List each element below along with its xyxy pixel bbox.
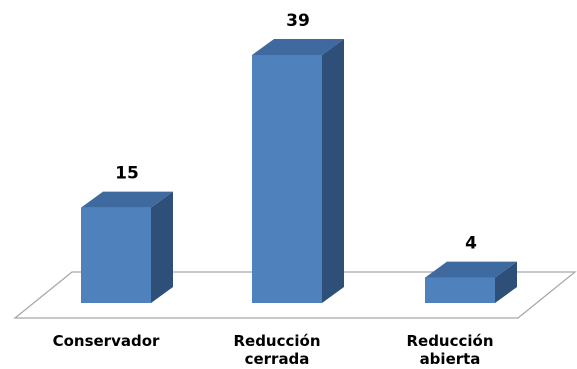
category-label-2: Reducción abierta bbox=[406, 332, 493, 368]
data-label-1: 39 bbox=[286, 11, 310, 31]
category-label-0: Conservador bbox=[53, 332, 160, 350]
data-label-2: 4 bbox=[465, 234, 477, 254]
bar-2 bbox=[425, 261, 517, 303]
bar-front-2 bbox=[425, 277, 495, 303]
bar-0 bbox=[81, 191, 173, 303]
chart-bars bbox=[81, 39, 517, 303]
category-label-1: Reducción cerrada bbox=[233, 332, 320, 368]
bar-front-0 bbox=[81, 207, 151, 303]
bar-front-1 bbox=[252, 55, 322, 303]
bar-top-1 bbox=[252, 39, 344, 55]
bar-side-1 bbox=[322, 39, 344, 303]
bar-top-0 bbox=[81, 191, 173, 208]
category-label-line: Reducción bbox=[406, 332, 493, 350]
category-label-line: cerrada bbox=[245, 350, 310, 368]
bar-side-2 bbox=[495, 261, 517, 303]
bar-top-2 bbox=[425, 261, 517, 278]
bar-side-0 bbox=[151, 191, 173, 303]
bar-1 bbox=[252, 39, 344, 303]
category-label-line: Reducción bbox=[233, 332, 320, 350]
category-label-line: Conservador bbox=[53, 332, 160, 350]
data-label-0: 15 bbox=[115, 164, 139, 184]
category-label-line: abierta bbox=[420, 350, 481, 368]
